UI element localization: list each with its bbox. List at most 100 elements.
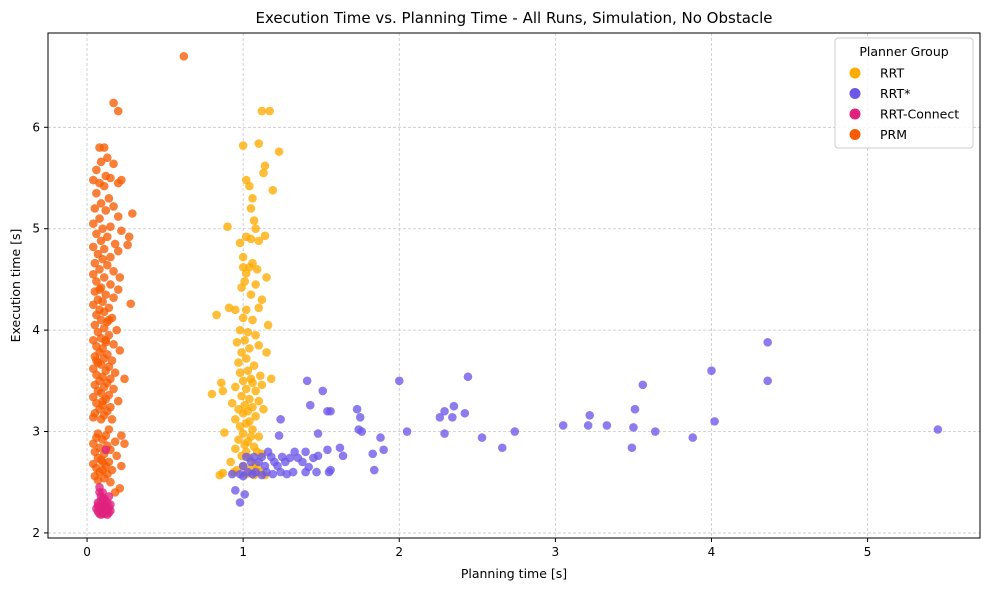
rrt-star-point-18 [435,413,445,422]
rrt-point-2 [238,141,248,150]
prm-point-151 [104,315,114,325]
y-tick-label-0: 2 [32,526,40,540]
prm-point-8 [92,165,101,175]
rrt-star-point-58 [254,457,264,467]
rrt-point-88 [240,440,250,450]
rrt-point-46 [245,344,254,353]
x-tick-label-0: 0 [83,545,91,559]
prm-point-27 [98,224,107,234]
rrt-point-10 [248,193,257,203]
prm-point-1 [109,98,118,108]
rrt-point-34 [241,305,251,315]
legend-marker-rrt-star [849,88,861,99]
rrt-star-point-17 [355,413,365,422]
prm-point-77 [115,346,125,355]
prm-point-48 [92,277,101,286]
rrt-point-1 [265,106,274,116]
legend-marker-rrt-connect [849,108,861,120]
rrt-star-point-42 [323,445,332,455]
prm-point-30 [103,232,112,242]
rrt-star-point-32 [440,429,449,438]
prm-point-4 [99,143,109,152]
rrt-star-point-83 [231,486,240,495]
legend-box [834,37,974,149]
rrt-point-82 [220,428,229,437]
legend-label-rrt-star: RRT* [880,86,910,101]
prm-point-20 [90,204,100,213]
rrt-connect-point-2 [101,445,111,455]
rrt-star-point-20 [276,415,285,424]
prm-point-32 [96,236,106,246]
prm-point-19 [109,202,118,211]
prm-point-54 [109,293,118,302]
rrt-star-point-14 [440,406,449,416]
prm-point-10 [106,173,115,183]
rrt-point-48 [262,348,271,357]
prm-point-14 [113,178,123,188]
rrt-point-42 [251,330,260,340]
x-tick-label-4: 4 [708,545,716,559]
prm-point-74 [109,340,118,349]
prm-point-117 [117,431,126,440]
legend-label-prm: PRM [880,127,907,142]
prm-point-67 [99,323,109,333]
prm-point-7 [109,159,118,169]
rrt-point-14 [251,224,260,234]
prm-point-6 [96,157,106,167]
rrt-point-77 [231,415,240,424]
prm-point-66 [90,320,100,330]
rrt-star-point-46 [368,449,378,459]
prm-point-28 [117,226,126,236]
prm-point-22 [128,209,137,218]
prm-point-61 [99,307,109,317]
rrt-point-56 [266,374,276,384]
rrt-point-65 [207,389,217,399]
rrt-star-point-4 [302,376,312,386]
rrt-point-53 [235,368,245,378]
rrt-point-66 [237,391,246,401]
prm-point-46 [99,273,109,282]
prm-point-150 [98,396,107,406]
rrt-point-16 [246,234,256,244]
rrt-star-point-78 [268,469,278,479]
rrt-point-52 [243,366,253,375]
rrt-star-point-41 [379,445,388,455]
prm-point-119 [98,435,107,444]
rrt-point-61 [231,382,240,392]
rrt-point-83 [238,429,248,438]
rrt-point-96 [226,457,235,467]
rrt-star-point-19 [448,413,457,422]
rrt-star-point-75 [324,467,334,477]
rrt-star-point-1 [707,366,716,375]
rrt-star-point-44 [301,447,310,457]
rrt-point-26 [262,273,271,282]
rrt-point-62 [241,384,251,394]
rrt-point-63 [218,386,228,396]
series-rrt-connect [92,445,115,519]
rrt-star-point-21 [710,417,719,426]
rrt-star-point-34 [274,431,284,440]
rrt-point-49 [241,354,251,363]
rrt-star-point-37 [688,433,698,442]
rrt-star-point-7 [318,386,328,396]
rrt-star-point-0 [763,337,772,347]
prm-point-17 [104,193,114,203]
prm-point-145 [110,488,120,497]
rrt-point-24 [252,264,262,274]
legend-title: Planner Group [859,44,948,59]
rrt-star-point-9 [449,401,459,411]
rrt-star-point-23 [583,421,593,430]
rrt-star-point-35 [376,433,385,442]
prm-point-49 [106,280,115,289]
rrt-star-point-16 [585,410,595,420]
rrt-point-41 [243,327,253,337]
prm-point-99 [96,388,106,398]
rrt-point-81 [248,425,257,434]
prm-point-146 [98,457,107,467]
rrt-point-13 [223,222,232,231]
prm-point-31 [124,232,134,242]
prm-point-121 [120,439,129,448]
rrt-point-43 [240,335,250,345]
rrt-star-point-57 [246,457,256,467]
x-tick-label-5: 5 [864,545,872,559]
